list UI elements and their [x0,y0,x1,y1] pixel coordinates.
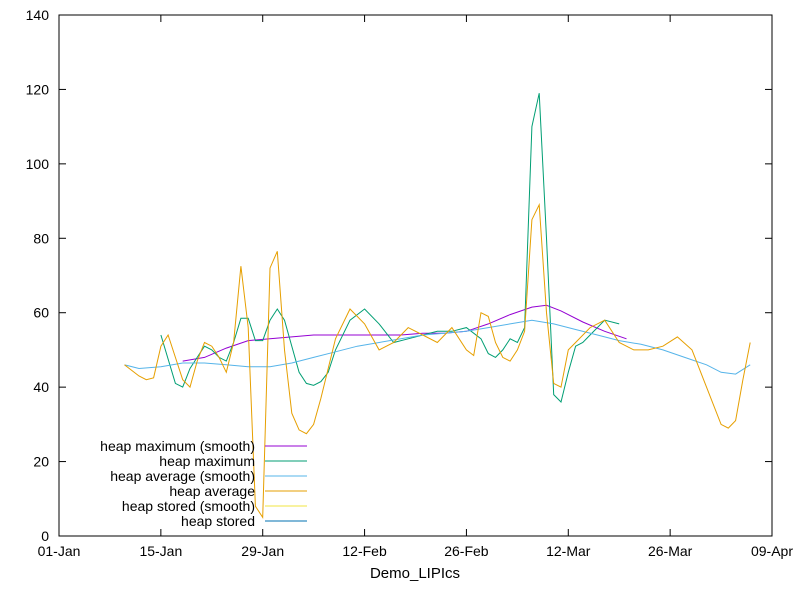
legend-label: heap stored [181,513,255,529]
series-line-heap-maximum-smooth [182,304,627,362]
legend-label: heap maximum (smooth) [100,438,255,454]
x-axis-title: Demo_LIPIcs [370,565,460,582]
y-tick-label: 80 [33,230,49,246]
y-tick-label: 0 [41,528,49,544]
y-tick-label: 140 [26,7,50,23]
legend-label: heap average (smooth) [110,468,255,484]
x-tick-label: 26-Feb [444,543,489,559]
x-tick-labels: 01-Jan 15-Jan 29-Jan 12-Feb 26-Feb 12-Mar 26-M… [38,543,794,559]
x-tick-label: 12-Feb [342,543,387,559]
series-line-heap-maximum [160,93,620,403]
legend-label: heap average [169,483,255,499]
legend-label: heap maximum [159,453,255,469]
legend-label: heap stored (smooth) [122,498,255,514]
x-tick-label: 12-Mar [546,543,591,559]
x-tick-label: 26-Mar [648,543,693,559]
x-tick-label: 15-Jan [139,543,182,559]
y-tick-label: 40 [33,379,49,395]
plot-area-border [58,14,773,537]
y-tick-label: 120 [26,81,50,97]
x-tick-label: 09-Apr [751,543,793,559]
series-line-heap-average-smooth [124,319,751,375]
series-line-heap-average [124,202,751,520]
series-lines [124,93,751,520]
y-tick-label: 60 [33,305,49,321]
y-tick-label: 100 [26,156,50,172]
y-tick-labels: 0 20 40 60 80 100 120 140 [26,7,50,544]
x-tick-label: 29-Jan [241,543,284,559]
y-tick-label: 20 [33,454,49,470]
x-tick-label: 01-Jan [38,543,81,559]
